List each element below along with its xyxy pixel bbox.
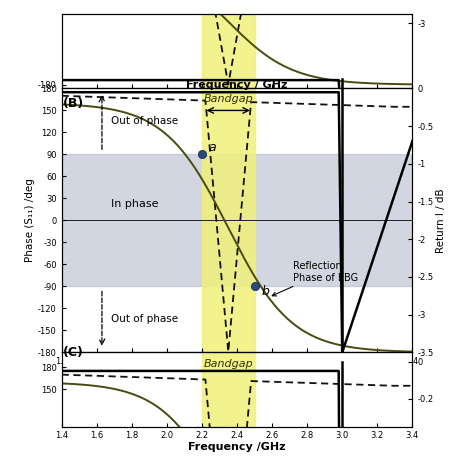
X-axis label: Frequency /GHz: Frequency /GHz [188,442,286,452]
Text: Bandgap: Bandgap [203,94,253,104]
Text: Bandgap: Bandgap [203,359,253,369]
Bar [202,14,255,89]
Text: Out of phase: Out of phase [111,116,178,126]
Text: Reflection
Phase of EBG: Reflection Phase of EBG [272,261,358,296]
Y-axis label: Return l / dB: Return l / dB [436,188,446,253]
Text: b: b [262,285,269,298]
Bar [202,352,255,427]
Text: Frequency / GHz: Frequency / GHz [186,80,288,90]
Bar [202,89,255,352]
Text: a: a [209,141,217,154]
X-axis label: Frequency /GHz: Frequency /GHz [188,369,286,379]
Y-axis label: Phase (S₁₁) /deg: Phase (S₁₁) /deg [25,179,35,262]
Text: Out of phase: Out of phase [111,314,178,324]
Text: (C): (C) [64,346,84,359]
Text: (B): (B) [64,97,85,110]
Text: In phase: In phase [111,199,158,209]
Bar [62,155,412,286]
